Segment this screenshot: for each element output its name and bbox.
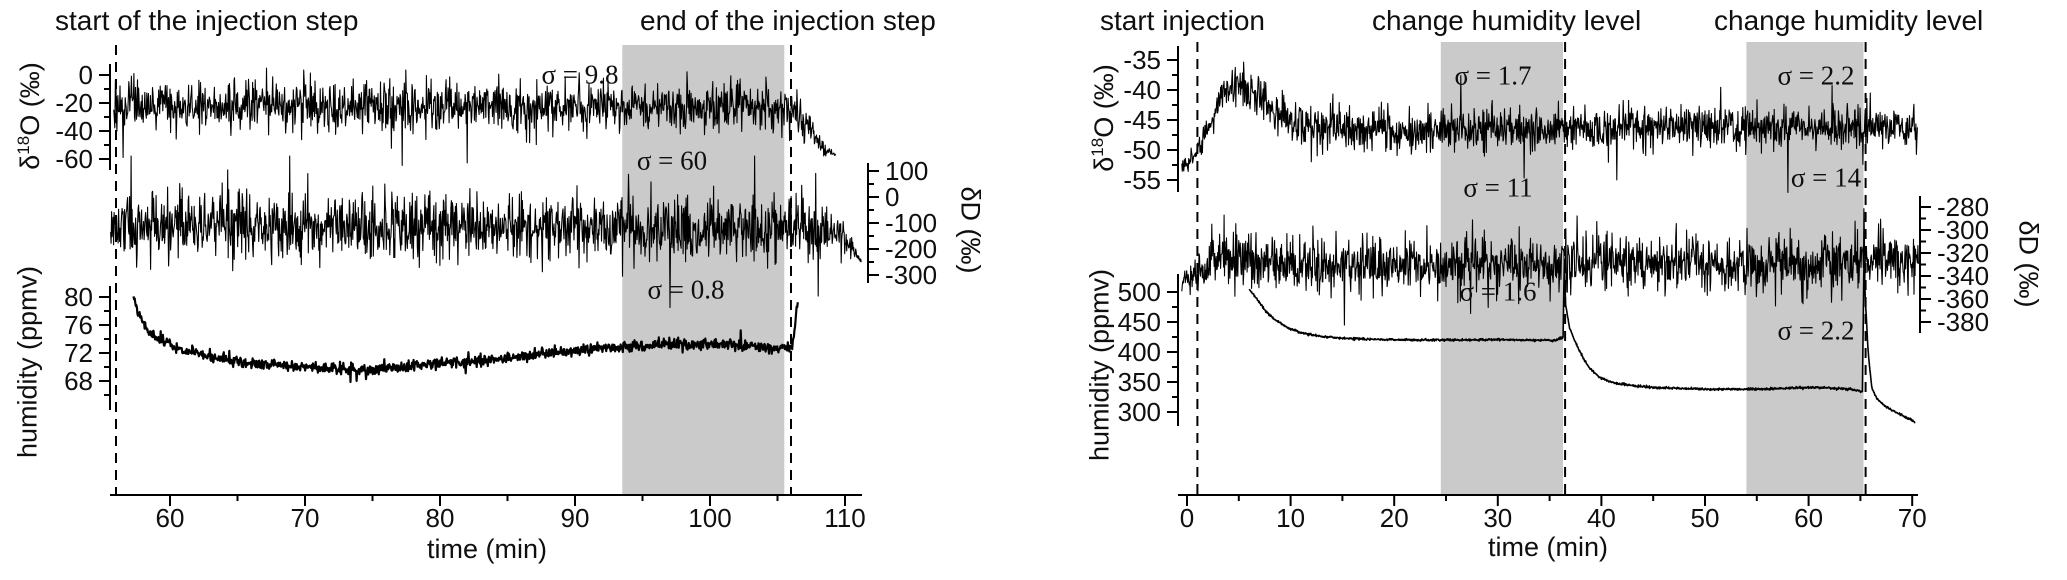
sigma-label-d18O-left: σ = 9.8	[541, 59, 619, 90]
annotation-end-of-injection-step: end of the injection step	[640, 5, 936, 36]
annotation-start-of-injection-step: start of the injection step	[55, 5, 359, 36]
sigma-label-d18O-right-1: σ = 1.7	[1454, 60, 1532, 91]
y-tick-label: 0	[885, 182, 899, 212]
y-tick-label: -360	[1937, 284, 1989, 314]
x-tick-label: 110	[824, 503, 865, 533]
y-tick-label: -300	[885, 260, 937, 290]
trace-d18O	[113, 67, 837, 166]
xlabel-left-panel: time (min)	[427, 534, 547, 564]
ylabel-text-part: O (‰)	[15, 62, 45, 136]
annotation-change-humidity-level-1: change humidity level	[1372, 5, 1642, 36]
y-tick-label: -320	[1937, 238, 1989, 268]
x-tick-label: 40	[1587, 503, 1616, 533]
y-tick-label: -200	[885, 234, 937, 264]
y-tick-label: -40	[1123, 75, 1161, 105]
sigma-label-d18O-right-2: σ = 2.2	[1777, 60, 1855, 91]
ylabel-dD-left-panel: δD (‰)	[955, 186, 986, 274]
annotation-change-humidity-level-2: change humidity level	[1714, 5, 1984, 36]
y-tick-label: -35	[1123, 45, 1161, 75]
y-tick-label: 300	[1118, 397, 1161, 427]
y-tick-label: 80	[64, 282, 93, 312]
y-tick-label: 68	[64, 366, 93, 396]
trace-humidity	[1248, 258, 1916, 424]
ylabel-superscript: 18	[1088, 137, 1107, 157]
x-tick-label: 20	[1380, 503, 1409, 533]
ylabel-humidity-right-panel: humidity (ppmv)	[1084, 268, 1115, 462]
y-tick-label: 76	[64, 310, 93, 340]
trace-d18O	[1181, 61, 1918, 194]
x-tick-label: 100	[688, 503, 731, 533]
ylabel-superscript: 18	[14, 135, 33, 155]
sigma-label-dD-right-2: σ = 14	[1790, 162, 1862, 193]
sigma-label-humidity-left: σ = 0.8	[647, 274, 725, 305]
x-tick-label: 90	[561, 503, 590, 533]
y-tick-label: -100	[885, 208, 937, 238]
y-tick-label: 400	[1118, 337, 1161, 367]
ylabel-text-part: δ	[15, 154, 45, 170]
x-tick-label: 70	[1898, 503, 1927, 533]
y-tick-label: -40	[55, 116, 93, 146]
y-tick-label: 0	[79, 60, 93, 90]
y-tick-label: -45	[1123, 105, 1161, 135]
x-tick-label: 80	[426, 503, 455, 533]
sigma-label-humidity-right-2: σ = 2.2	[1777, 315, 1855, 346]
y-tick-label: 500	[1118, 277, 1161, 307]
trace-dD	[1181, 208, 1919, 326]
annotation-start-injection: start injection	[1100, 5, 1265, 36]
y-tick-label: -340	[1937, 261, 1989, 291]
sigma-label-humidity-right-1: σ = 1.6	[1459, 276, 1537, 307]
x-tick-label: 10	[1276, 503, 1305, 533]
y-tick-label: -55	[1123, 165, 1161, 195]
ylabel-d18O-right-panel: δ18O (‰)	[1088, 64, 1120, 171]
y-tick-label: -380	[1937, 307, 1989, 337]
x-tick-label: 30	[1483, 503, 1512, 533]
xlabel-right-panel: time (min)	[1488, 532, 1608, 562]
x-tick-label: 50	[1691, 503, 1720, 533]
y-tick-label: 450	[1118, 307, 1161, 337]
ylabel-humidity-left-panel: humidity (ppmv)	[12, 265, 43, 459]
sigma-label-dD-right-1: σ = 11	[1463, 172, 1533, 203]
y-tick-label: -20	[55, 88, 93, 118]
y-tick-label: -280	[1937, 192, 1989, 222]
ylabel-text-part: δ	[1089, 156, 1119, 172]
ylabel-text-part: O (‰)	[1089, 64, 1119, 138]
trace-dD	[110, 155, 862, 309]
y-tick-label: 72	[64, 338, 93, 368]
y-tick-label: -50	[1123, 135, 1161, 165]
ylabel-dD-right-panel: δD (‰)	[2013, 220, 2044, 308]
x-tick-label: 0	[1180, 503, 1194, 533]
trace-humidity	[132, 296, 799, 384]
x-tick-label: 60	[1794, 503, 1823, 533]
y-tick-label: 100	[885, 156, 928, 186]
ylabel-d18O-left-panel: δ18O (‰)	[14, 62, 46, 169]
sigma-label-dD-left: σ = 60	[636, 145, 708, 176]
y-tick-label: 350	[1118, 367, 1161, 397]
x-tick-label: 60	[156, 503, 185, 533]
y-tick-label: -60	[55, 144, 93, 174]
x-tick-label: 70	[291, 503, 320, 533]
y-tick-label: -300	[1937, 215, 1989, 245]
